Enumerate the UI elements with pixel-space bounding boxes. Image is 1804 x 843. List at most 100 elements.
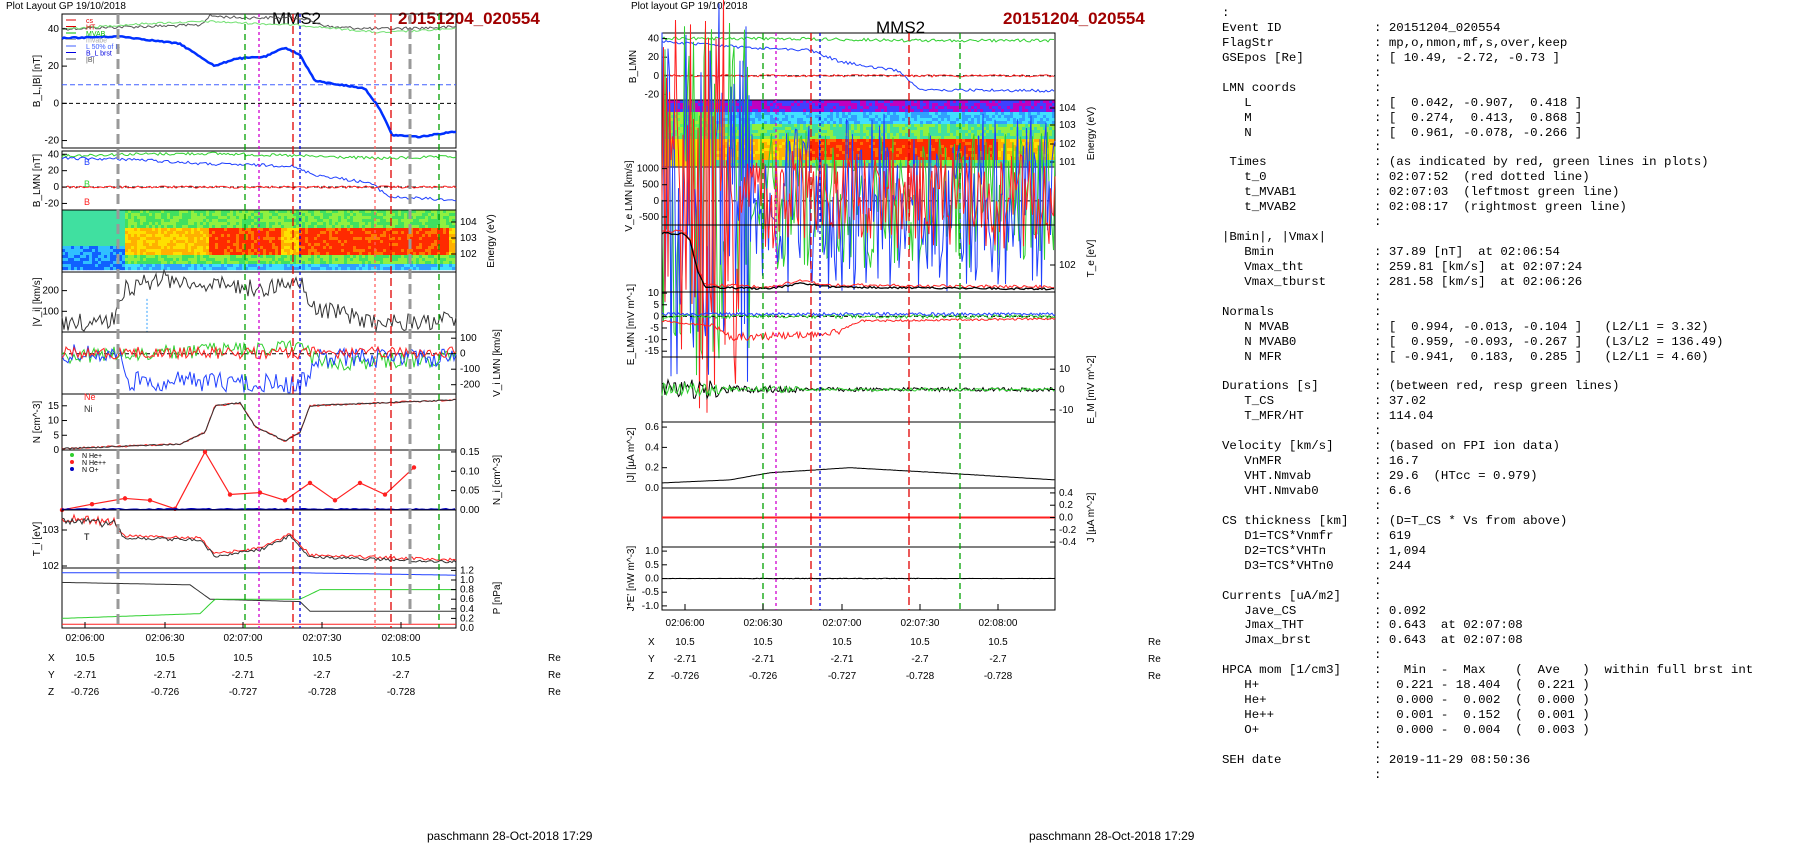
spectrogram-cell xyxy=(779,163,782,166)
spectrogram-cell xyxy=(824,109,827,112)
spectrogram-cell xyxy=(251,264,254,267)
spectrogram-cell xyxy=(218,264,221,267)
spectrogram-cell xyxy=(356,267,359,270)
spectrogram-cell xyxy=(935,145,938,148)
spectrogram-cell xyxy=(446,216,449,219)
spectrogram-cell xyxy=(77,264,80,267)
spectrogram-cell xyxy=(404,255,407,258)
spectrogram-cell xyxy=(383,234,386,237)
spectrogram-cell xyxy=(239,240,242,243)
spectrogram-cell xyxy=(179,213,182,216)
spectrogram-cell xyxy=(281,222,284,225)
spectrogram-cell xyxy=(134,231,137,234)
spectrogram-cell xyxy=(947,157,950,160)
spectrogram-cell xyxy=(182,213,185,216)
spectrogram-cell xyxy=(353,222,356,225)
spectrogram-cell xyxy=(755,148,758,151)
spectrogram-cell xyxy=(323,231,326,234)
spectrogram-cell xyxy=(122,243,125,246)
spectrogram-cell xyxy=(821,127,824,130)
spectrogram-cell xyxy=(275,264,278,267)
spectrogram-cell xyxy=(779,106,782,109)
spectrogram-cell xyxy=(83,240,86,243)
spectrogram-cell xyxy=(74,216,77,219)
spectrogram-cell xyxy=(224,216,227,219)
spectrogram-cell xyxy=(764,106,767,109)
spectrogram-cell xyxy=(182,258,185,261)
spectrogram-cell xyxy=(935,130,938,133)
spectrogram-cell xyxy=(125,216,128,219)
spectrogram-cell xyxy=(380,246,383,249)
spectrogram-cell xyxy=(68,231,71,234)
spectrogram-cell xyxy=(368,216,371,219)
spectrogram-cell xyxy=(824,112,827,115)
spectrogram-cell xyxy=(230,219,233,222)
spectrogram-cell xyxy=(851,106,854,109)
spectrogram-cell xyxy=(359,216,362,219)
spectrogram-cell xyxy=(194,225,197,228)
spectrogram-cell xyxy=(413,240,416,243)
spectrogram-cell xyxy=(815,145,818,148)
spectrogram-cell xyxy=(413,249,416,252)
spectrogram-cell xyxy=(920,112,923,115)
spectrogram-cell xyxy=(167,219,170,222)
spectrogram-cell xyxy=(431,240,434,243)
spectrogram-cell xyxy=(203,213,206,216)
spectrogram-cell xyxy=(140,228,143,231)
spectrogram-cell xyxy=(875,139,878,142)
data-point-he2 xyxy=(123,496,127,500)
spectrogram-cell xyxy=(398,213,401,216)
spectrogram-cell xyxy=(248,246,251,249)
spectrogram-cell xyxy=(920,115,923,118)
spectrogram-cell xyxy=(203,240,206,243)
spectrogram-cell xyxy=(902,121,905,124)
spectrogram-cell xyxy=(194,240,197,243)
spectrogram-cell xyxy=(209,243,212,246)
spectrogram-cell xyxy=(353,252,356,255)
spectrogram-cell xyxy=(770,130,773,133)
spectrogram-cell xyxy=(929,130,932,133)
spectrogram-cell xyxy=(170,255,173,258)
spectrogram-cell xyxy=(74,246,77,249)
spectrogram-cell xyxy=(401,219,404,222)
spectrogram-cell xyxy=(77,225,80,228)
spectrogram-cell xyxy=(284,228,287,231)
spectrogram-cell xyxy=(854,142,857,145)
spectrogram-cell xyxy=(260,219,263,222)
spectrogram-cell xyxy=(806,103,809,106)
spectrogram-cell xyxy=(395,267,398,270)
spectrogram-cell xyxy=(206,219,209,222)
spectrogram-cell xyxy=(143,252,146,255)
spectrogram-cell xyxy=(131,219,134,222)
spectrogram-cell xyxy=(200,246,203,249)
spectrogram-cell xyxy=(215,246,218,249)
spectrogram-cell xyxy=(440,222,443,225)
spectrogram-cell xyxy=(329,249,332,252)
spectrogram-cell xyxy=(344,246,347,249)
spectrogram-cell xyxy=(920,136,923,139)
spectrogram-cell xyxy=(359,264,362,267)
spectrogram-cell xyxy=(146,228,149,231)
spectrogram-cell xyxy=(827,118,830,121)
spectrogram-cell xyxy=(944,130,947,133)
spectrogram-cell xyxy=(827,157,830,160)
spectrogram-cell xyxy=(782,112,785,115)
spectrogram-cell xyxy=(155,240,158,243)
spectrogram-cell xyxy=(200,255,203,258)
spectrogram-cell xyxy=(419,252,422,255)
spectrogram-cell xyxy=(122,264,125,267)
spectrogram-cell xyxy=(170,231,173,234)
spectrogram-cell xyxy=(260,258,263,261)
spectrogram-cell xyxy=(209,219,212,222)
spectrogram-cell xyxy=(122,219,125,222)
spectrogram-cell xyxy=(314,225,317,228)
spectrogram-cell xyxy=(218,237,221,240)
spectrogram-cell xyxy=(149,249,152,252)
spectrogram-cell xyxy=(788,103,791,106)
spectrogram-cell xyxy=(71,216,74,219)
spectrogram-cell xyxy=(110,267,113,270)
spectrogram-cell xyxy=(167,234,170,237)
spectrogram-cell xyxy=(146,240,149,243)
y-tick-label: 10 xyxy=(48,416,60,427)
spectrogram-cell xyxy=(785,106,788,109)
